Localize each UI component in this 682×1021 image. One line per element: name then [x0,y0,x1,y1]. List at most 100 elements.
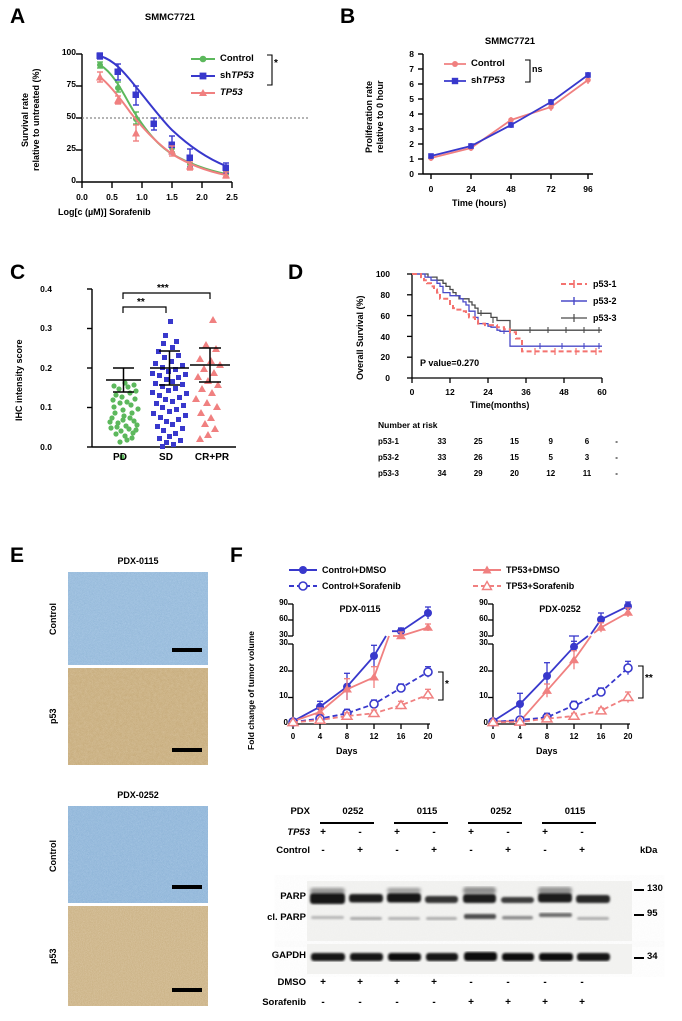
kda-value-95: 95 [647,908,658,919]
panel-a-xtick-3: 1.5 [166,192,178,202]
panel-d-chart [380,268,650,448]
blot-dmso-7: - [580,977,584,988]
panel-b-ylabel-l1: Proliferation rate [364,80,374,154]
panel-f-legend-label-2: TP53+DMSO [506,565,560,575]
blot-sorafenib-1: - [358,997,362,1008]
panel-a-significance: * [274,58,278,69]
legend-circle-filled-blue [289,566,317,574]
blot-pdx-group-0: 0252 [342,806,364,817]
scale-bar [172,648,202,652]
blot-control-1: + [357,845,363,856]
blot-control-0: - [321,845,325,856]
panel-d-ylabel: Overall Survival (%) [355,288,365,388]
panel-letter-e: E [10,544,25,567]
panel-d-legend-label-p53-3: p53-3 [593,312,617,323]
panel-a-svg [76,52,310,188]
panel-d-xtick-48: 48 [559,387,569,397]
panel-c-ylabel: IHC intensity score [14,320,24,440]
panel-b-ytick-0: 0 [409,169,414,179]
panel-f1-ytick-30l: 30 [479,638,488,647]
panel-a-legend-label-control: Control [220,53,254,64]
blot-tp53-7: - [580,827,584,838]
micrograph-0252-p53-svg [68,906,208,1006]
panel-c-xtick-sd: SD [159,452,173,463]
blot-tp53-4: + [468,827,474,838]
panel-d-censor-p53-1 [534,348,597,355]
blot-tp53-2: + [394,827,400,838]
panel-b-ytick-4: 4 [409,109,414,119]
panel-b-significance: ns [532,64,543,74]
blot-dmso-4: - [469,977,473,988]
blot-pdx-group-3: 0115 [564,806,586,817]
panel-a-chart [20,42,320,217]
panel-a-series-shtp53 [96,52,229,174]
panel-d-legend-label-p53-1: p53-1 [593,278,617,289]
panel-b-xtick-2: 48 [506,184,516,194]
panel-b-legend-item-1: shTP53 [443,72,505,89]
panel-c-xtick-crpr: CR+PR [194,452,230,463]
panel-c-chart [50,283,250,473]
panel-c-xtick-pd: PD [113,452,127,463]
panel-c-sig-brackets [122,292,211,313]
panel-f-legend-label-1: Control+Sorafenib [322,581,401,591]
blot-band-label-cl-parp: cl. PARP [267,912,306,923]
panel-a-series-tp53 [96,71,230,179]
blot-dmso-6: - [543,977,547,988]
blot-group-line-0 [320,822,374,824]
panel-c-svg [87,288,236,460]
panel-letter-c: C [10,261,26,284]
panel-e-title-0252: PDX-0252 [117,790,159,800]
blot-tp53-3: - [432,827,436,838]
panel-f0-series-tp53-sorafenib [286,688,435,727]
blot-sorafenib-0: - [321,997,325,1008]
panel-d-ytick-20: 20 [380,352,390,362]
panel-b-legend-item-0: Control [443,55,505,72]
kda-value-130: 130 [647,883,663,894]
panel-a-legend-label-tp53: TP53 [220,87,243,98]
blot-control-3: + [431,845,437,856]
panel-d-ylabel-text: Overall Survival (%) [355,295,365,381]
panel-e-rowlabel-control-0115: Control [48,603,58,635]
panel-f1-ytick-20: 20 [479,665,488,674]
panel-e-title-0115: PDX-0115 [117,556,159,566]
blot-label-tp53: TP53 [287,827,310,838]
panel-d-legend: p53-1 p53-2 p53-3 [560,275,617,326]
panel-f-chart0-title: PDX-0115 [339,604,381,614]
blot-membrane-gapdh [307,944,632,974]
blot-tp53-0: + [320,827,326,838]
panel-e-rowlabel-p53-0252: p53 [48,948,58,964]
blot-control-5: + [505,845,511,856]
blot-dmso-5: - [506,977,510,988]
bracket-icon [267,54,273,86]
panel-f1-xlabel: Days [536,746,558,756]
panel-a-ytick-25: 25 [66,143,76,153]
panel-d-xtick-0: 0 [409,387,415,397]
panel-d-ytick-60: 60 [380,311,390,321]
panel-c-group-sd [150,319,189,449]
kda-value-34: 34 [647,951,658,962]
panel-a-legend-label-shtp53: shTP53 [220,70,254,81]
panel-f1-ytick-60: 60 [479,614,488,623]
panel-f0-ytick-30l: 30 [279,638,288,647]
panel-c-ytick-01: 0.1 [40,402,52,412]
panel-f1-xtick-12: 12 [569,732,579,741]
panel-c-group-crpr [192,316,224,442]
panel-c-mean-sd [150,350,189,386]
blot-pdx-group-1: 0115 [416,806,438,817]
panel-b-ytick-8: 8 [409,49,414,59]
blot-sorafenib-3: - [432,997,436,1008]
panel-f1-ytick-30h: 30 [479,630,488,639]
panel-a-ylabel-l1: Survival rate [20,92,30,148]
panel-f-legend: Control+DMSO Control+Sorafenib [288,562,401,594]
blot-label-pdx: PDX [290,806,310,817]
panel-f0-ytick-90: 90 [279,598,288,607]
panel-a-xtick-4: 2.0 [196,192,208,202]
panel-f1-series-tp53-dmso [488,607,633,725]
legend-marker-square-blue-b [444,77,466,84]
panel-f0-xtick-4: 4 [317,732,323,741]
blot-tp53-5: - [506,827,510,838]
risk-row-p53-1: p53-1 33 25 15 9 6 - [378,437,618,446]
panel-b-ytick-2: 2 [409,139,414,149]
panel-f0-series-control-sorafenib [288,666,433,727]
panel-f0-xtick-16: 16 [396,732,406,741]
